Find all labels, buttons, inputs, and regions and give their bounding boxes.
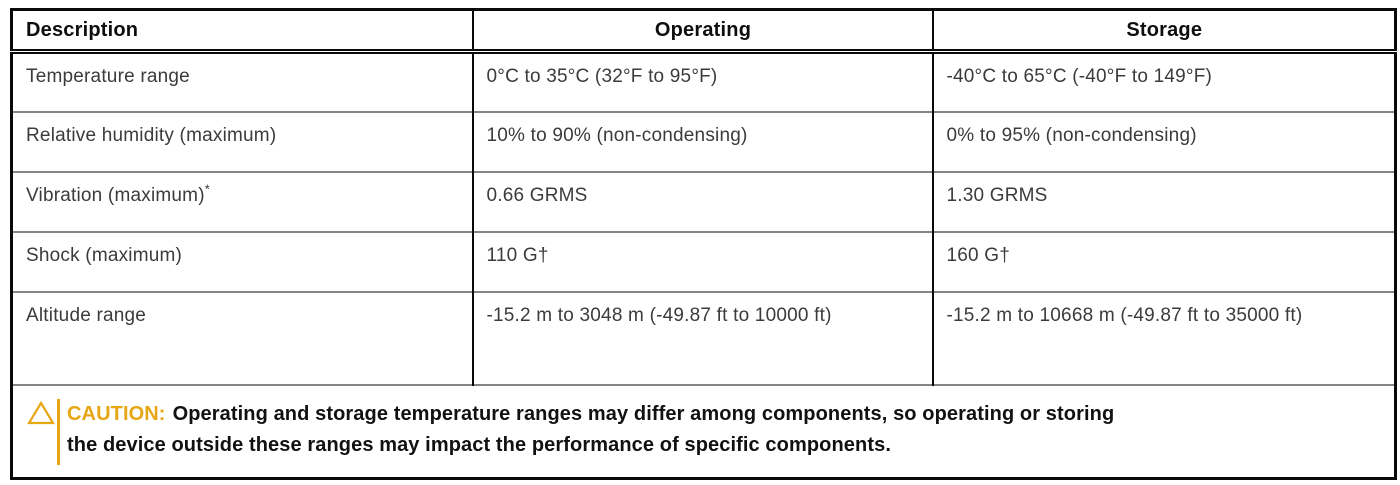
caution-note-row: CAUTION: Operating and storage temperatur… — [11, 383, 1396, 478]
caution-text-line1: Operating and storage temperature ranges… — [172, 402, 1115, 425]
cell-temperature-storage: -40°C to 65°C (-40°F to 149°F) — [931, 50, 1396, 112]
vibration-label-text: Vibration (maximum) — [26, 184, 205, 206]
footnote-asterisk: * — [204, 181, 210, 197]
cell-humidity-storage: 0% to 95% (non-condensing) — [931, 110, 1396, 172]
caution-triangle-icon — [27, 400, 55, 424]
caution-label: CAUTION: — [67, 402, 166, 425]
cell-shock-storage: 160 G† — [931, 230, 1396, 292]
cell-vibration-storage: 1.30 GRMS — [931, 170, 1396, 232]
caution-text-line2: the device outside these ranges may impa… — [67, 433, 891, 456]
caution-divider-bar — [57, 398, 60, 465]
column-header-storage: Storage — [931, 9, 1396, 54]
cell-vibration-operating: 0.66 GRMS — [471, 170, 933, 232]
table-row-vibration: Vibration (maximum)* 0.66 GRMS 1.30 GRMS — [11, 170, 1396, 232]
table-row-altitude: Altitude range -15.2 m to 3048 m (-49.87… — [11, 290, 1396, 385]
caution-note: CAUTION: Operating and storage temperatur… — [27, 398, 1380, 465]
table-row-humidity: Relative humidity (maximum) 10% to 90% (… — [11, 110, 1396, 172]
table-row-temperature: Temperature range 0°C to 35°C (32°F to 9… — [11, 50, 1396, 112]
column-header-description: Description — [11, 9, 473, 54]
cell-humidity-label: Relative humidity (maximum) — [11, 110, 473, 172]
column-header-operating: Operating — [471, 9, 933, 54]
cell-altitude-operating: -15.2 m to 3048 m (-49.87 ft to 10000 ft… — [471, 290, 933, 385]
environmental-spec-table: Description Operating Storage Temperatur… — [10, 8, 1397, 480]
table-header-row: Description Operating Storage — [11, 9, 1396, 54]
table-row-shock: Shock (maximum) 110 G† 160 G† — [11, 230, 1396, 292]
cell-humidity-operating: 10% to 90% (non-condensing) — [471, 110, 933, 172]
cell-temperature-operating: 0°C to 35°C (32°F to 95°F) — [471, 50, 933, 112]
cell-altitude-label: Altitude range — [11, 290, 473, 385]
cell-shock-label: Shock (maximum) — [11, 230, 473, 292]
cell-vibration-label: Vibration (maximum)* — [11, 170, 473, 232]
caution-note-cell: CAUTION: Operating and storage temperatur… — [11, 383, 1396, 478]
cell-shock-operating: 110 G† — [471, 230, 933, 292]
caution-text: CAUTION: Operating and storage temperatur… — [67, 399, 1114, 461]
cell-temperature-label: Temperature range — [11, 50, 473, 112]
cell-altitude-storage: -15.2 m to 10668 m (-49.87 ft to 35000 f… — [931, 290, 1396, 385]
